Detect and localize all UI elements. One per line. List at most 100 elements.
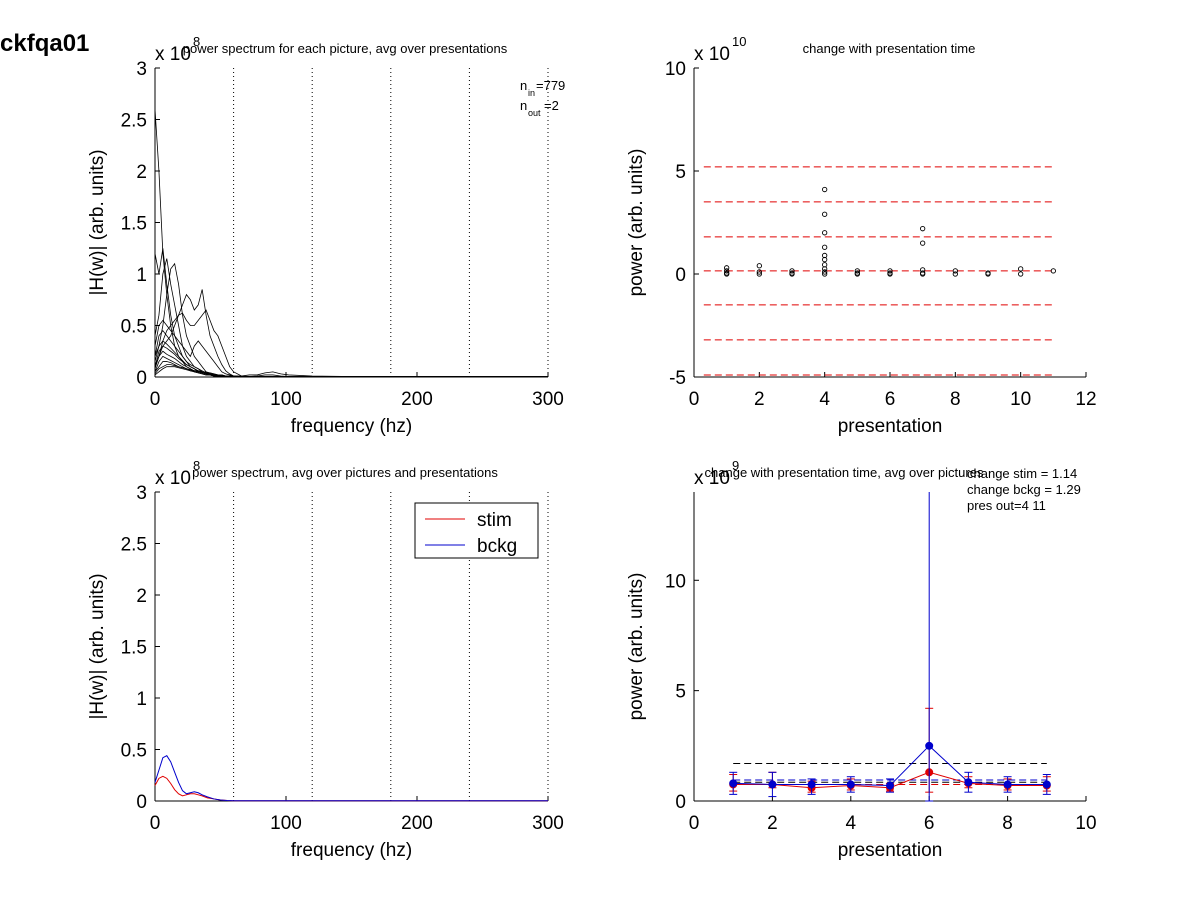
- p1-multiplier-label: x 10: [155, 44, 191, 65]
- p1-plot-area: [155, 68, 548, 377]
- p4-x-tick-label: 8: [1002, 813, 1013, 834]
- p1-y-tick-label: 3: [136, 59, 147, 80]
- p4-x-tick-label: 0: [689, 813, 700, 834]
- p4-x-tick-label: 4: [846, 813, 857, 834]
- p4-y-tick-label: 5: [675, 682, 686, 703]
- p4-x-tick-label: 10: [1075, 813, 1096, 834]
- p3-x-axis-label: frequency (hz): [291, 840, 412, 861]
- p1-y-axis-label: |H(w)| (arb. units): [87, 149, 108, 295]
- p3-x-tick-label: 300: [532, 813, 564, 834]
- p2-scatter-point: [724, 265, 730, 271]
- p4-y-tick-label: 10: [665, 571, 686, 592]
- p2-scatter-point: [952, 268, 958, 274]
- p2-scatter-point: [789, 271, 795, 277]
- p2-scatter-point: [920, 240, 926, 246]
- p1-title: power spectrum for each picture, avg ove…: [183, 41, 508, 56]
- p4-point-bckg: [846, 780, 855, 789]
- p2-scatter-point: [1050, 268, 1056, 274]
- p1-multiplier-exponent: 8: [193, 34, 200, 49]
- p2-scatter-point: [822, 266, 828, 272]
- p1-x-axis-label: frequency (hz): [291, 416, 412, 437]
- p2-x-tick-label: 2: [754, 389, 765, 410]
- p2-scatter-point: [887, 268, 893, 274]
- p4-point-bckg: [1003, 780, 1012, 789]
- p2-scatter-point: [822, 269, 828, 275]
- p2-scatter-point: [822, 256, 828, 263]
- p3-legend-box: [414, 502, 539, 559]
- p4-point-bckg: [964, 778, 973, 787]
- p3-multiplier-exponent: 8: [193, 458, 200, 473]
- p2-x-tick-label: 8: [950, 389, 961, 410]
- figure-title: ckfqa01: [0, 30, 90, 57]
- p4-annotation: change stim = 1.14: [967, 466, 1077, 481]
- p4-point-bckg: [768, 780, 777, 789]
- p2-scatter-point: [952, 271, 958, 277]
- p4-annotation: pres out=4 11: [967, 498, 1046, 513]
- p1-annotation-n-in: n: [520, 78, 527, 93]
- p1-y-tick-label: 0.5: [121, 317, 147, 338]
- p2-scatter-point: [854, 268, 860, 274]
- p4-point-bckg: [729, 779, 738, 788]
- p1-y-tick-label: 2.5: [121, 111, 147, 132]
- p2-multiplier-label: x 10: [694, 44, 730, 65]
- p1-annotation-n-in-value: =779: [536, 78, 565, 93]
- p3-x-tick-label: 100: [270, 813, 302, 834]
- p2-scatter-point: [724, 268, 730, 274]
- p2-scatter-point: [920, 271, 926, 277]
- p3-multiplier-label: x 10: [155, 468, 191, 489]
- p2-y-tick-label: 5: [675, 162, 686, 183]
- p2-y-axis-label: power (arb. units): [626, 149, 647, 297]
- p2-scatter-point: [756, 263, 762, 269]
- p1-annotation-n-out-value: =2: [544, 98, 559, 113]
- p2-scatter-point: [920, 226, 926, 232]
- p2-scatter-point: [887, 271, 893, 277]
- p3-y-tick-label: 1.5: [121, 638, 147, 659]
- p2-multiplier-exponent: 10: [732, 34, 746, 49]
- p1-x-tick-label: 100: [270, 389, 302, 410]
- p2-scatter-point: [822, 244, 828, 250]
- p4-plot-area: [694, 492, 1086, 801]
- p3-y-tick-label: 3: [136, 483, 147, 504]
- p2-scatter-point: [822, 271, 828, 277]
- p1-x-tick-label: 300: [532, 389, 564, 410]
- p2-x-tick-label: 10: [1010, 389, 1031, 410]
- p1-y-tick-label: 2: [136, 162, 147, 183]
- p2-title: change with presentation time: [803, 41, 976, 56]
- p3-y-tick-label: 1: [136, 689, 147, 710]
- p4-annotation: change bckg = 1.29: [967, 482, 1081, 497]
- p2-x-tick-label: 6: [885, 389, 896, 410]
- p3-y-axis-label: |H(w)| (arb. units): [87, 573, 108, 719]
- p2-scatter-point: [789, 268, 795, 274]
- p1-y-tick-label: 0: [136, 368, 147, 389]
- p3-legend-label-stim: stim: [477, 510, 512, 531]
- p2-scatter-point: [756, 271, 762, 277]
- p2-scatter-point: [854, 271, 860, 277]
- p4-x-tick-label: 6: [924, 813, 935, 834]
- p3-y-tick-label: 2.5: [121, 535, 147, 556]
- p2-plot-area: [694, 68, 1086, 377]
- p1-y-tick-label: 1: [136, 265, 147, 286]
- p2-y-tick-label: -5: [669, 368, 686, 389]
- p4-point-bckg: [925, 741, 934, 750]
- p2-scatter-point: [822, 211, 828, 217]
- p2-scatter-point: [724, 271, 730, 277]
- p3-series-bckg: [154, 755, 548, 802]
- p4-y-axis-label: power (arb. units): [626, 573, 647, 721]
- p2-scatter-point: [985, 271, 991, 277]
- p3-legend-label-bckg: bckg: [477, 536, 517, 557]
- p3-y-tick-label: 2: [136, 586, 147, 607]
- p1-annotation-n-out: n: [520, 98, 527, 113]
- p2-scatter-point: [822, 186, 828, 193]
- p3-x-tick-label: 200: [401, 813, 433, 834]
- p2-scatter-point: [822, 230, 828, 236]
- p3-title: power spectrum, avg over pictures and pr…: [192, 465, 498, 480]
- p4-multiplier-exponent: 9: [732, 458, 739, 473]
- p2-x-tick-label: 12: [1075, 389, 1096, 410]
- p2-y-tick-label: 0: [675, 265, 686, 286]
- p4-point-bckg: [1042, 780, 1051, 789]
- p4-x-axis-label: presentation: [838, 840, 943, 861]
- p1-annotation-n-out-sub: out: [528, 108, 541, 118]
- p1-x-tick-label: 0: [150, 389, 161, 410]
- p2-x-tick-label: 0: [689, 389, 700, 410]
